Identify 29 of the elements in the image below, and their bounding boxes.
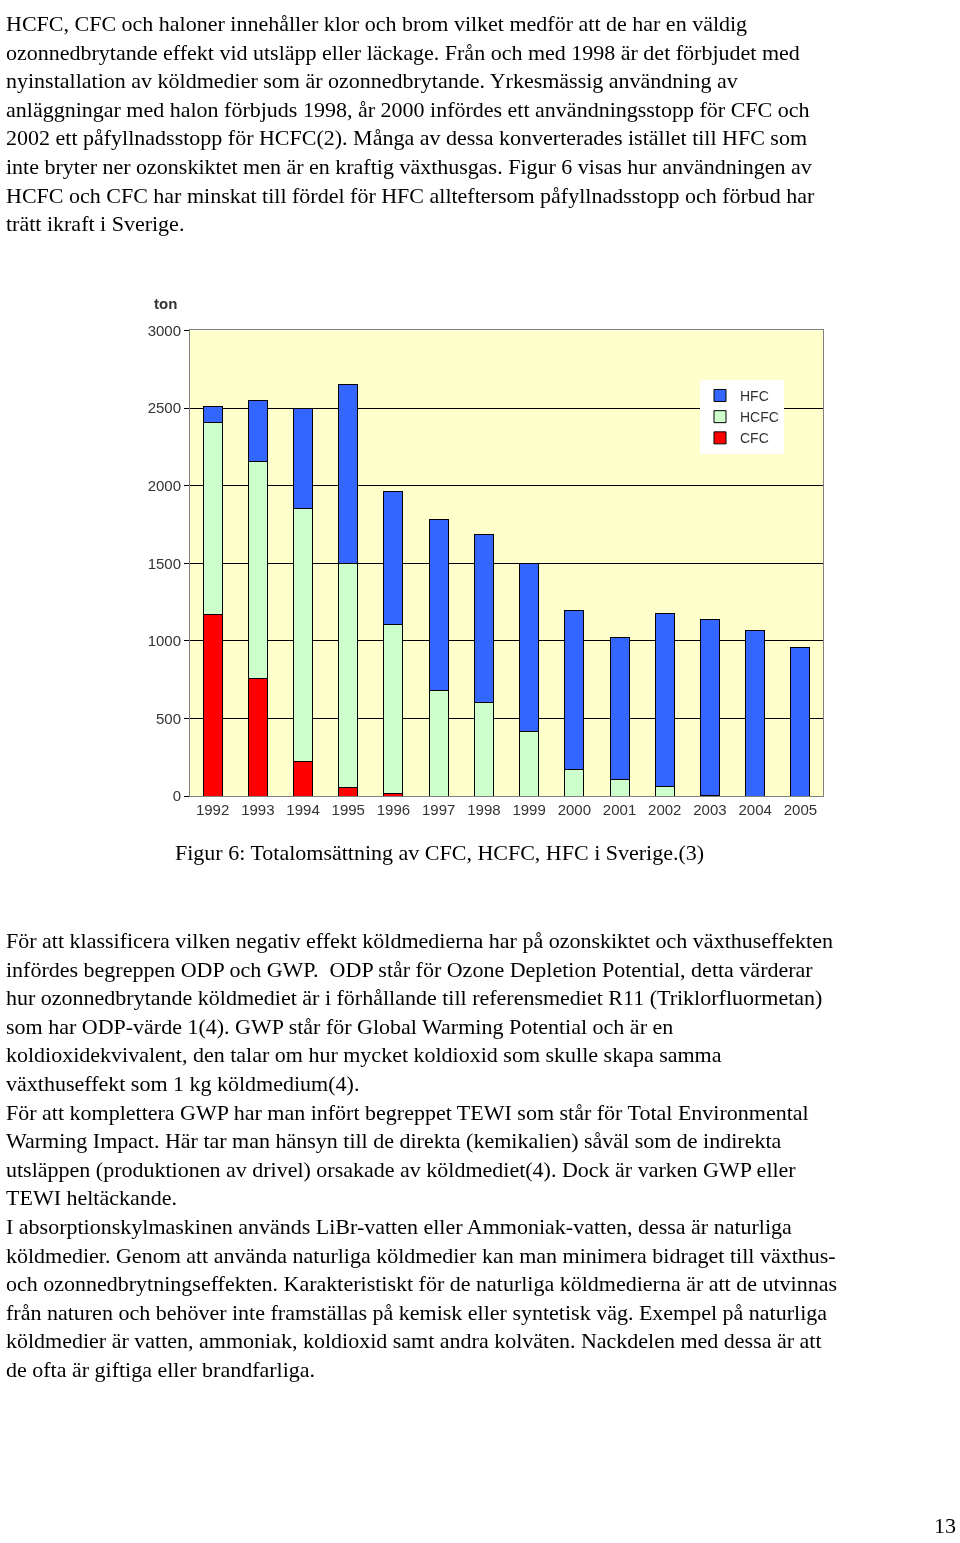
x-tick-label: 1993 (241, 801, 275, 819)
y-axis-title: ton (154, 295, 178, 312)
text: Figur 6: Totalomsättning av CFC, HCFC, HFC i Sverige.(3) (175, 840, 705, 865)
y-tick-label: 500 (155, 709, 181, 727)
x-tick-label: 2004 (738, 801, 772, 819)
y-tick-label: 3000 (147, 321, 181, 339)
x-tick-label: 2002 (648, 801, 682, 819)
legend-label: HFC (740, 387, 769, 404)
legend-label: CFC (740, 430, 769, 447)
text: 13 (934, 1513, 956, 1538)
x-tick-label: 2003 (693, 801, 727, 819)
y-tick-label: 2500 (147, 399, 181, 417)
text: För att klassificera vilken negativ effekt köldmedierna har på ozonskiktet och växthuseffekten infördes begreppen ODP och GWP. ODP står för Ozone Depletion Potential, detta värderar hur ozonnedbrytande köldmediet är i förhållande till referensmediet R11 (Triklorfluormetan) som har ODP-värde 1(4). GWP står för Global Warming Potential och är en koldioxidekvivalent, den talar om hur mycket koldioxid som skulle skapa samma växthuseffekt som 1 kg köldmedium(4). För att komplettera GWP har man infört begreppet TEWI som står för Total Environmental Warming Impact. Här tar man hänsyn till de direkta (kemikalien) såväl som de indirekta utsläppen (produktionen av drivel) orsakade av köldmediet(4). Dock är varken GWP eller TEWI heltäckande. I absorptionskylmaskinen används LiBr-vatten eller Ammoniak-vatten, dessa är naturliga köldmedier. Genom att använda naturliga köldmedier kan man minimera bidraget till växthus- och ozonnedbrytningseffekten. Karakteristiskt för de naturliga köldmedierna är att de utvinnas från naturen och behöver inte framställas på kemisk eller syntetisk väg. Exempel på naturliga köldmedier är vatten, ammoniak, koldioxid samt andra kolväten. Nackdelen med dessa är att de ofta är giftiga eller brandfarliga. (6, 928, 838, 1382)
legend-label: HCFC (740, 409, 779, 426)
x-tick-label: 1997 (421, 801, 456, 819)
text: HCFC, CFC och haloner innehåller klor och brom vilket medför att de har en väldig ozonnedbrytande effekt vid utsläpp eller läckage. Från och med 1998 är det förbjudet med nyinstallation av köldmedier som är ozonnedbrytande. Yrkesmässig användning av anläggningar med halon förbjuds 1998, år 2000 infördes ett användningsstopp för CFC och 2002 ett påfyllnadsstopp för HCFC(2). Många av dessa konverterades istället till HFC som inte bryter ner ozonskiktet men är en kraftig växthusgas. Figur 6 visas hur användningen av HCFC och CFC har minskat till fördel för HFC allteftersom påfyllnadsstopp och förbud har trätt ikraft i Sverige. (6, 11, 816, 237)
y-tick-label: 1500 (147, 554, 181, 572)
x-tick-label: 2005 (783, 801, 818, 819)
x-tick-label: 2001 (602, 801, 637, 819)
y-tick-label: 1000 (147, 632, 181, 650)
x-tick-label: 1999 (512, 801, 546, 819)
x-tick-label: 1998 (467, 801, 501, 819)
x-tick-label: 1994 (286, 801, 320, 819)
x-tick-label: 1995 (331, 801, 365, 819)
y-tick-label: 2000 (147, 476, 181, 494)
x-tick-label: 1992 (195, 801, 230, 819)
y-tick-label: 0 (172, 787, 181, 805)
x-tick-label: 1996 (376, 801, 411, 819)
x-tick-label: 2000 (557, 801, 592, 819)
